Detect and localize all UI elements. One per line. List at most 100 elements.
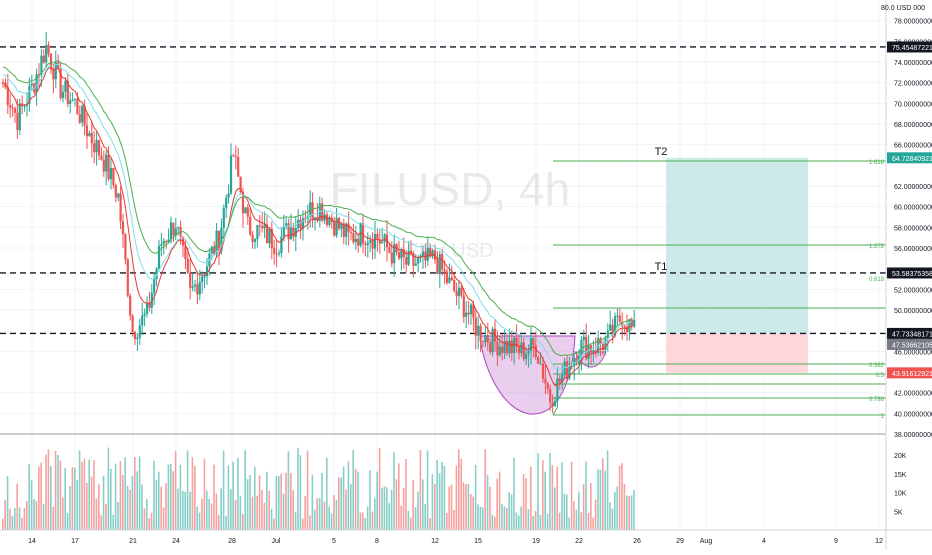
candle-body (441, 254, 444, 270)
volume-bar (582, 484, 585, 530)
volume-bar (486, 474, 489, 530)
candle-body (239, 176, 242, 192)
candle-body (400, 249, 403, 259)
candle-body (630, 319, 633, 327)
volume-bar (510, 494, 513, 530)
candle-body (49, 53, 53, 69)
candle-body (304, 218, 307, 220)
volume-bar (544, 471, 546, 530)
volume-bar (400, 505, 402, 530)
volume-bar (352, 450, 354, 530)
candle-body (90, 133, 93, 144)
candle-body (501, 346, 504, 353)
volume-bar (333, 495, 335, 530)
volume-bar (23, 508, 26, 530)
volume-bar (407, 510, 410, 530)
volume-bar (227, 465, 230, 530)
fib-label: 1 (881, 414, 885, 420)
volume-bar (414, 507, 417, 530)
candle-body (407, 250, 410, 265)
candle-body (613, 316, 617, 336)
candle-body (66, 80, 69, 104)
candle-body (220, 227, 223, 251)
candle-body (268, 228, 271, 244)
price-tick-label: 68.00000000 (894, 122, 932, 129)
volume-bar (278, 476, 280, 530)
candle-body (345, 223, 348, 237)
volume-bar (134, 457, 136, 530)
candle-body (621, 321, 624, 327)
candle-body (537, 357, 540, 364)
candle-body (93, 143, 96, 153)
ema-green (2, 59, 632, 357)
price-tag (887, 327, 932, 339)
volume-bar (611, 508, 614, 530)
volume-bar (213, 464, 215, 530)
volume-bar (42, 503, 45, 530)
volume-bar (566, 494, 568, 530)
volume-bar (441, 461, 443, 530)
candle-body (513, 337, 516, 354)
volume-bar (174, 451, 177, 530)
candle-body (160, 244, 163, 246)
volume-bar (323, 501, 326, 530)
candle-body (472, 304, 475, 318)
volume-bar (532, 516, 534, 530)
candle-body (556, 378, 559, 402)
candle-body (445, 271, 449, 283)
candle-body (282, 226, 285, 237)
price-tick-label: 46.00000000 (894, 349, 932, 356)
volume-bar (234, 499, 237, 530)
volume-bar (83, 458, 86, 530)
volume-bar (119, 461, 122, 530)
volume-bar (590, 483, 592, 530)
candle-body (69, 100, 72, 104)
volume-bar (122, 475, 124, 530)
volume-bar (578, 492, 580, 530)
candle-body (611, 324, 614, 336)
price-tick-label: 52.00000000 (894, 287, 932, 294)
candle-body (253, 239, 257, 242)
volume-bar (621, 463, 623, 530)
candle-body (42, 55, 45, 63)
volume-bar (261, 490, 263, 530)
fib-label: 0.786 (869, 397, 885, 403)
volume-bar (93, 460, 95, 530)
candle-body (592, 350, 595, 353)
candle-body (328, 217, 331, 225)
candle-body (318, 203, 321, 221)
candle-body (561, 374, 564, 382)
volume-bar (369, 470, 371, 530)
volume-bar (170, 463, 172, 530)
volume-bar (62, 497, 64, 530)
volume-bar (458, 449, 460, 530)
volume-bar (554, 487, 556, 530)
candle-body (198, 282, 201, 295)
time-tick-label: 12 (875, 538, 883, 545)
volume-bar (328, 506, 330, 530)
volume-bar (513, 457, 515, 530)
volume-bar (206, 490, 208, 530)
time-tick-label: 22 (575, 538, 583, 545)
volume-bar (146, 499, 148, 530)
volume-bar (153, 460, 155, 530)
time-axis[interactable]: 14 17 21 24 28 Jul 5 8 12 15 19 22 26 29 Aug 4 9 12 (28, 538, 883, 545)
volume-bar (628, 496, 630, 530)
volume-bar (402, 488, 405, 530)
candle-body (496, 341, 499, 356)
volume-bar (410, 517, 412, 530)
volume-bar (280, 473, 282, 530)
volume-bar (33, 499, 35, 530)
candle-body (117, 193, 120, 198)
candle-body (532, 337, 535, 346)
candle-body (126, 259, 129, 296)
volume-bar (340, 477, 342, 530)
volume-bar (484, 449, 486, 530)
volume-bar (558, 512, 561, 530)
candle-body (390, 252, 393, 264)
volume-bar (335, 499, 338, 530)
volume-bar (191, 457, 194, 530)
price-tag (887, 267, 932, 279)
